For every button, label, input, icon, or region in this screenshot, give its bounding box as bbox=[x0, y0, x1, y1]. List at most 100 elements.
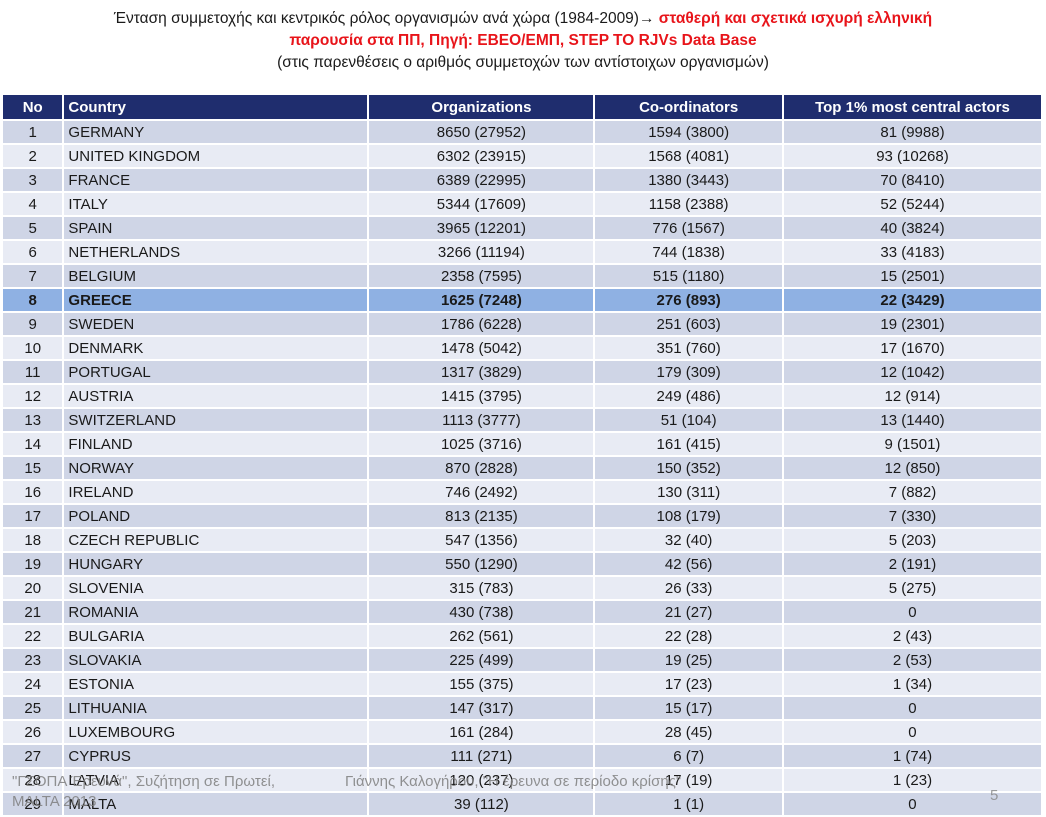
cell-country: POLAND bbox=[64, 505, 370, 529]
cell-coordinators: 28 (45) bbox=[595, 721, 784, 745]
cell-country: SWEDEN bbox=[64, 313, 370, 337]
cell-no: 6 bbox=[3, 241, 65, 265]
cell-top-actors: 7 (882) bbox=[783, 481, 1043, 505]
cell-coordinators: 6 (7) bbox=[595, 745, 784, 769]
cell-top-actors: 0 bbox=[783, 793, 1043, 817]
cell-coordinators: 179 (309) bbox=[595, 361, 784, 385]
cell-top-actors: 0 bbox=[783, 601, 1043, 625]
cell-organizations: 39 (112) bbox=[369, 793, 596, 817]
cell-country: SLOVENIA bbox=[64, 577, 370, 601]
cell-coordinators: 150 (352) bbox=[595, 457, 784, 481]
table-row: 29 MALTA 39 (112) 1 (1) 0 bbox=[3, 793, 1043, 817]
cell-top-actors: 0 bbox=[783, 697, 1043, 721]
cell-top-actors: 81 (9988) bbox=[783, 121, 1043, 145]
cell-coordinators: 515 (1180) bbox=[595, 265, 784, 289]
cell-coordinators: 108 (179) bbox=[595, 505, 784, 529]
cell-no: 14 bbox=[3, 433, 65, 457]
cell-top-actors: 9 (1501) bbox=[783, 433, 1043, 457]
cell-no: 15 bbox=[3, 457, 65, 481]
cell-top-actors: 2 (43) bbox=[783, 625, 1043, 649]
cell-country: CYPRUS bbox=[64, 745, 370, 769]
cell-organizations: 1317 (3829) bbox=[369, 361, 596, 385]
cell-no: 3 bbox=[3, 169, 65, 193]
cell-country: ROMANIA bbox=[64, 601, 370, 625]
cell-country: BULGARIA bbox=[64, 625, 370, 649]
cell-top-actors: 33 (4183) bbox=[783, 241, 1043, 265]
cell-coordinators: 21 (27) bbox=[595, 601, 784, 625]
cell-no: 25 bbox=[3, 697, 65, 721]
cell-coordinators: 32 (40) bbox=[595, 529, 784, 553]
cell-organizations: 746 (2492) bbox=[369, 481, 596, 505]
cell-top-actors: 5 (203) bbox=[783, 529, 1043, 553]
cell-coordinators: 1158 (2388) bbox=[595, 193, 784, 217]
cell-country: BELGIUM bbox=[64, 265, 370, 289]
cell-top-actors: 52 (5244) bbox=[783, 193, 1043, 217]
table-row: 6 NETHERLANDS 3266 (11194) 744 (1838) 33 (41… bbox=[3, 241, 1043, 265]
cell-organizations: 147 (317) bbox=[369, 697, 596, 721]
cell-no: 22 bbox=[3, 625, 65, 649]
header-country: Country bbox=[64, 95, 370, 121]
cell-country: IRELAND bbox=[64, 481, 370, 505]
cell-country: SPAIN bbox=[64, 217, 370, 241]
cell-country: ITALY bbox=[64, 193, 370, 217]
cell-no: 28 bbox=[3, 769, 65, 793]
cell-no: 9 bbox=[3, 313, 65, 337]
cell-top-actors: 70 (8410) bbox=[783, 169, 1043, 193]
cell-coordinators: 130 (311) bbox=[595, 481, 784, 505]
footer-author: Γιάννης Καλογήρου, "Η έρευνα σε περίοδο … bbox=[345, 773, 682, 790]
cell-no: 8 bbox=[3, 289, 65, 313]
slide-title: Ένταση συμμετοχής και κεντρικός ρόλος ορ… bbox=[0, 8, 1046, 74]
cell-top-actors: 5 (275) bbox=[783, 577, 1043, 601]
cell-no: 26 bbox=[3, 721, 65, 745]
cell-coordinators: 17 (23) bbox=[595, 673, 784, 697]
cell-coordinators: 19 (25) bbox=[595, 649, 784, 673]
title-red-text: σταθερή και σχετικά ισχυρή ελληνική bbox=[654, 10, 933, 27]
cell-top-actors: 1 (23) bbox=[783, 769, 1043, 793]
table-row: 17 POLAND 813 (2135) 108 (179) 7 (330) bbox=[3, 505, 1043, 529]
cell-country: SWITZERLAND bbox=[64, 409, 370, 433]
cell-country: CZECH REPUBLIC bbox=[64, 529, 370, 553]
table-row: 9 SWEDEN 1786 (6228) 251 (603) 19 (2301) bbox=[3, 313, 1043, 337]
cell-coordinators: 251 (603) bbox=[595, 313, 784, 337]
cell-coordinators: 51 (104) bbox=[595, 409, 784, 433]
header-organizations: Organizations bbox=[369, 95, 596, 121]
table-row: 3 FRANCE 6389 (22995) 1380 (3443) 70 (8410) bbox=[3, 169, 1043, 193]
cell-organizations: 111 (271) bbox=[369, 745, 596, 769]
table-row: 12 AUSTRIA 1415 (3795) 249 (486) 12 (914) bbox=[3, 385, 1043, 409]
cell-top-actors: 7 (330) bbox=[783, 505, 1043, 529]
cell-coordinators: 1568 (4081) bbox=[595, 145, 784, 169]
cell-no: 13 bbox=[3, 409, 65, 433]
cell-country: LATVIA bbox=[64, 769, 370, 793]
cell-top-actors: 0 bbox=[783, 721, 1043, 745]
table-row: 2 UNITED KINGDOM 6302 (23915) 1568 (4081) 93… bbox=[3, 145, 1043, 169]
cell-coordinators: 776 (1567) bbox=[595, 217, 784, 241]
cell-top-actors: 93 (10268) bbox=[783, 145, 1043, 169]
cell-organizations: 1625 (7248) bbox=[369, 289, 596, 313]
title-line-1: Ένταση συμμετοχής και κεντρικός ρόλος ορ… bbox=[0, 8, 1046, 30]
cell-top-actors: 2 (53) bbox=[783, 649, 1043, 673]
table-row: 25 LITHUANIA 147 (317) 15 (17) 0 bbox=[3, 697, 1043, 721]
cell-coordinators: 1594 (3800) bbox=[595, 121, 784, 145]
header-no: No bbox=[3, 95, 65, 121]
cell-top-actors: 12 (1042) bbox=[783, 361, 1043, 385]
cell-country: NORWAY bbox=[64, 457, 370, 481]
cell-country: LUXEMBOURG bbox=[64, 721, 370, 745]
table-body: 1 GERMANY 8650 (27952) 1594 (3800) 81 (9988)… bbox=[3, 121, 1043, 817]
cell-top-actors: 12 (914) bbox=[783, 385, 1043, 409]
cell-organizations: 5344 (17609) bbox=[369, 193, 596, 217]
cell-organizations: 870 (2828) bbox=[369, 457, 596, 481]
cell-top-actors: 13 (1440) bbox=[783, 409, 1043, 433]
cell-no: 24 bbox=[3, 673, 65, 697]
cell-country: DENMARK bbox=[64, 337, 370, 361]
table-row: 7 BELGIUM 2358 (7595) 515 (1180) 15 (2501) bbox=[3, 265, 1043, 289]
title-black-text: Ένταση συμμετοχής και κεντρικός ρόλος ορ… bbox=[113, 10, 639, 27]
table-row: 16 IRELAND 746 (2492) 130 (311) 7 (882) bbox=[3, 481, 1043, 505]
cell-organizations: 1113 (3777) bbox=[369, 409, 596, 433]
cell-country: SLOVAKIA bbox=[64, 649, 370, 673]
table-row: 27 CYPRUS 111 (271) 6 (7) 1 (74) bbox=[3, 745, 1043, 769]
cell-organizations: 1786 (6228) bbox=[369, 313, 596, 337]
table-row: 28 LATVIA 120 (237) 17 (19) 1 (23) bbox=[3, 769, 1043, 793]
cell-no: 12 bbox=[3, 385, 65, 409]
page-number: 5 bbox=[990, 787, 999, 804]
cell-no: 27 bbox=[3, 745, 65, 769]
